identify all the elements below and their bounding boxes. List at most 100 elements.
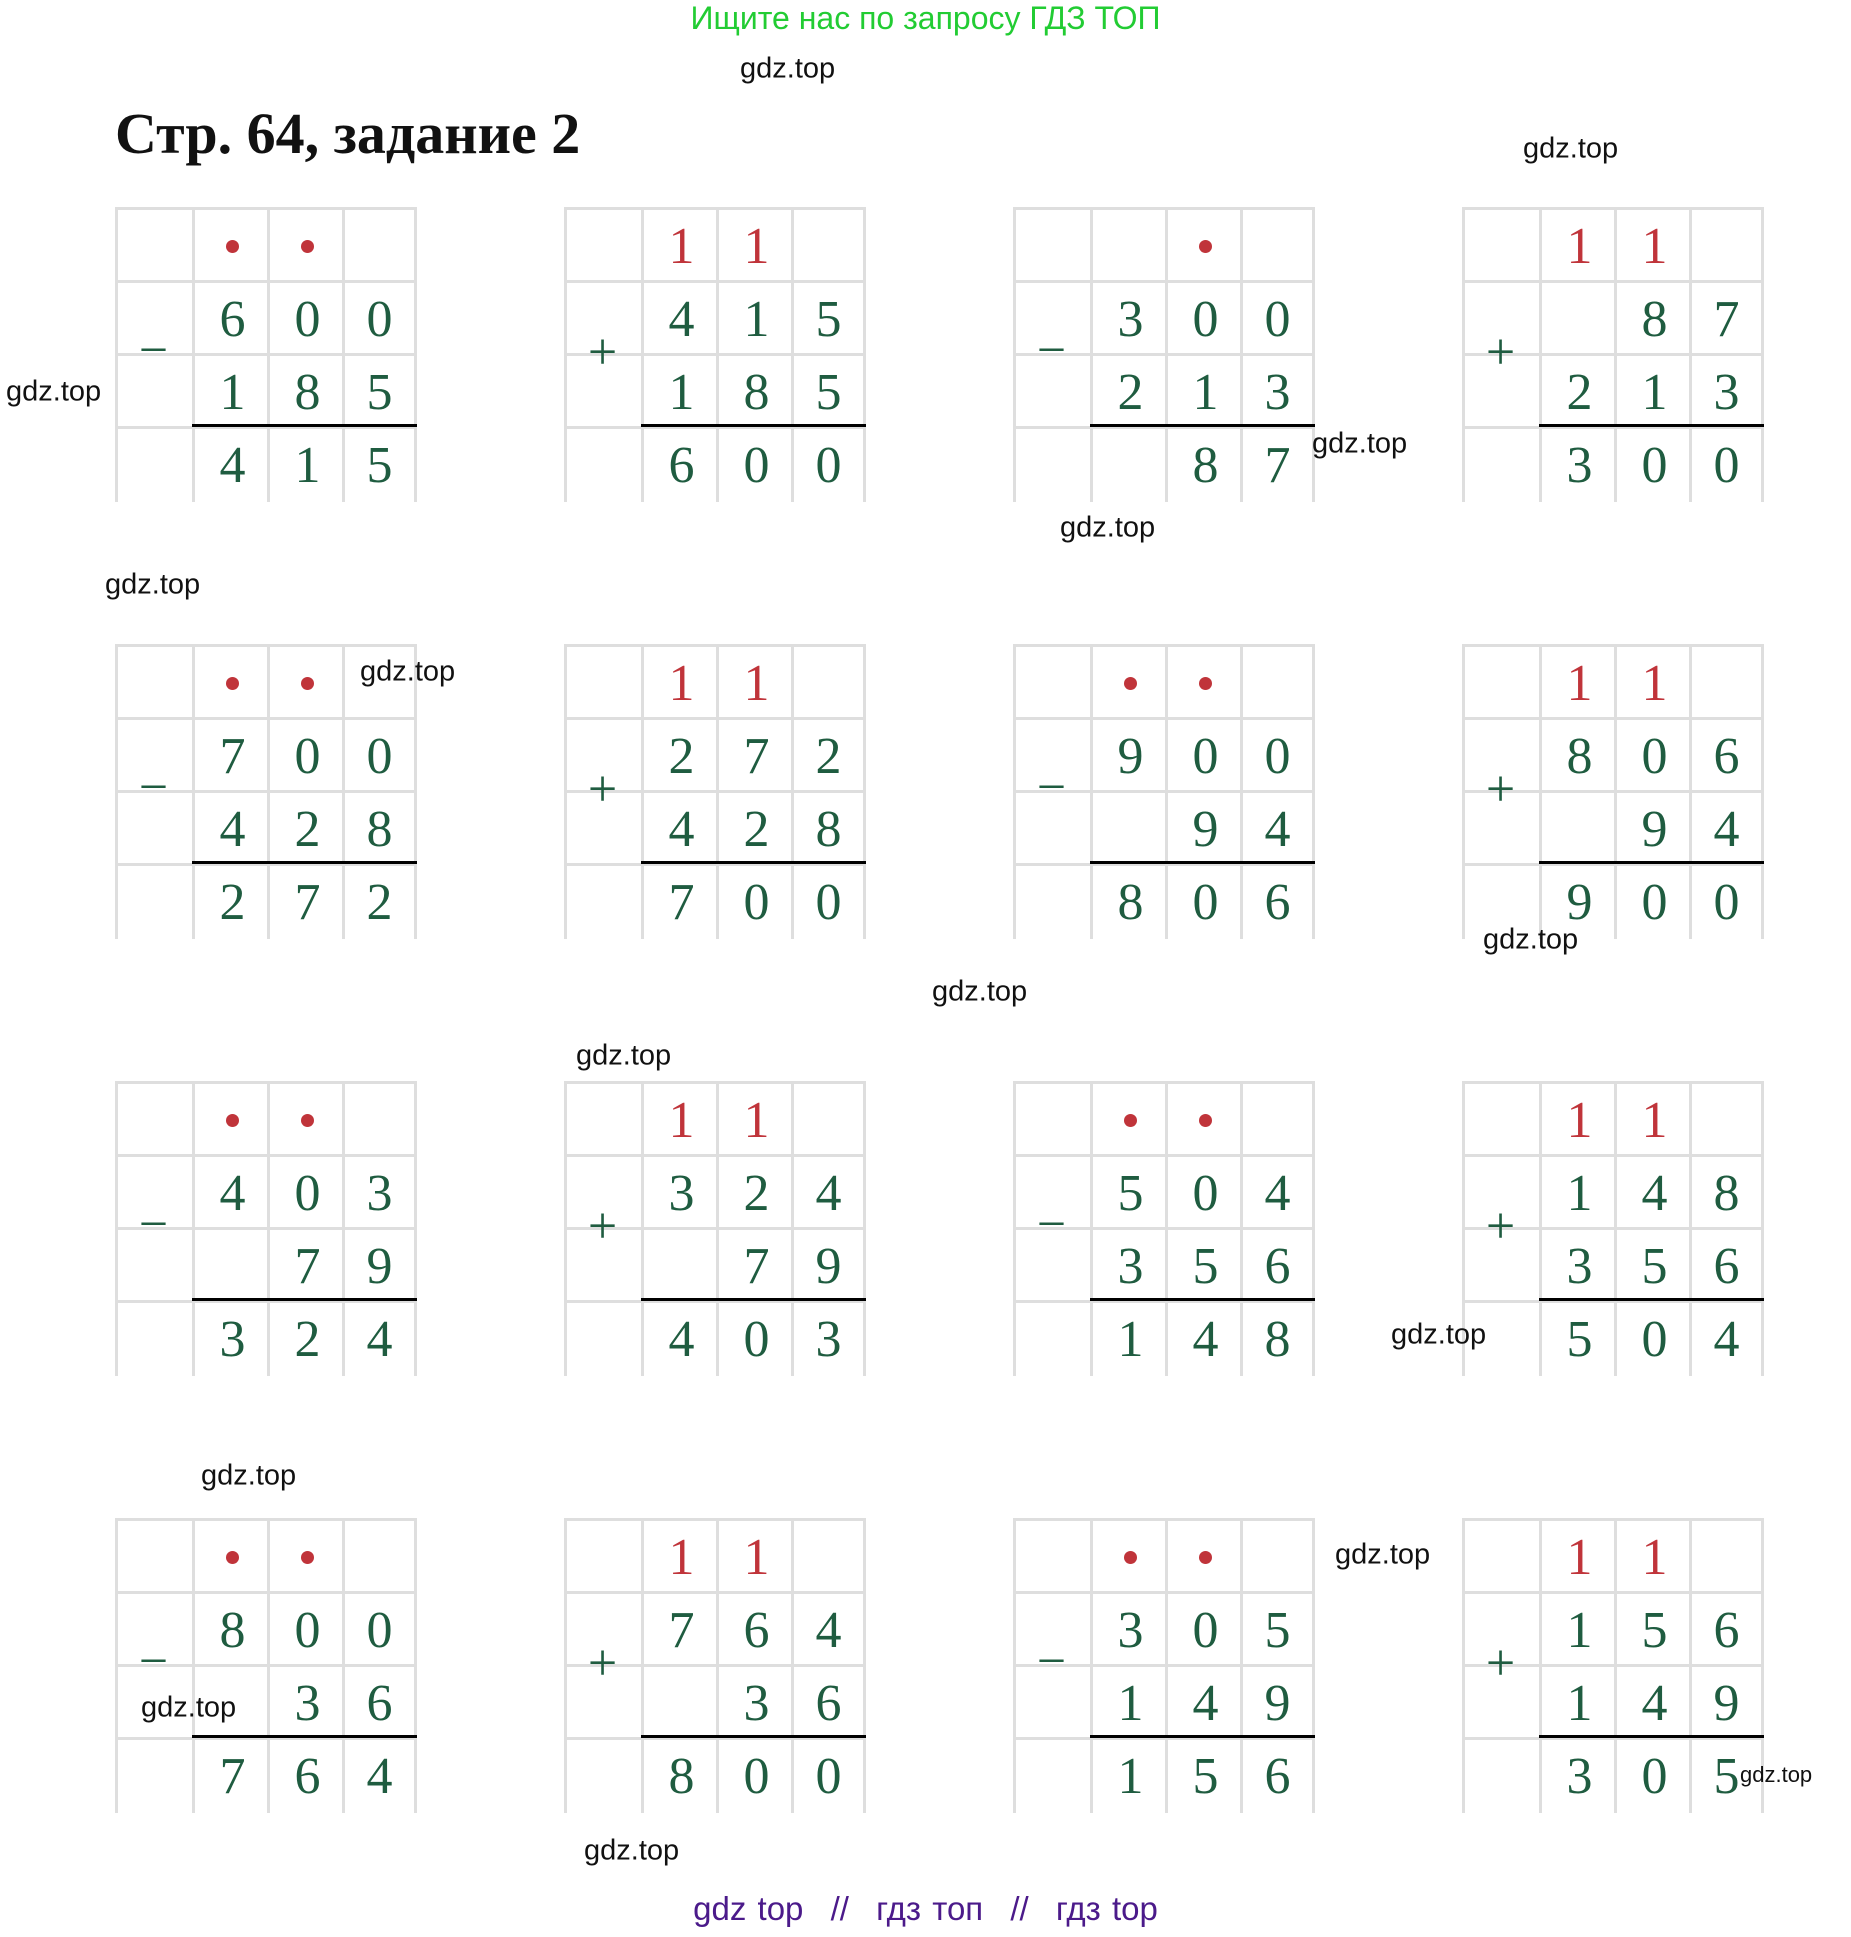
operand-digit: 4 [1264, 801, 1291, 858]
grid-cell: 2 [716, 790, 794, 866]
grid-cell [1013, 353, 1093, 429]
operand-digit: 0 [1192, 1165, 1219, 1222]
watermark-text: gdz.top [201, 1459, 297, 1492]
carry-digit: 1 [1566, 218, 1593, 275]
result-line [1090, 1298, 1315, 1301]
result-digit: 0 [1713, 874, 1740, 931]
operand-digit: 9 [1117, 728, 1144, 785]
grid-cell: 5 [1165, 1737, 1243, 1813]
result-digit: 2 [219, 874, 246, 931]
grid-cell: 3 [342, 1154, 417, 1230]
grid-cell [115, 790, 195, 866]
footer: gdz top // гдз топ // гдз top [0, 1890, 1851, 1928]
operand-digit: 1 [1117, 1675, 1144, 1732]
grid-cell: 8 [1614, 280, 1692, 356]
grid-cell: 0 [342, 1591, 417, 1667]
operand-digit: 0 [1264, 728, 1291, 785]
grid-cell: 2 [342, 863, 417, 939]
grid-cell: 7 [716, 1227, 794, 1303]
operand-digit: 7 [743, 728, 770, 785]
footer-link[interactable]: гдз top [1055, 1890, 1158, 1927]
operand-digit: 3 [743, 1675, 770, 1732]
grid-cell: 0 [1614, 1300, 1692, 1376]
grid-cell [1013, 790, 1093, 866]
result-digit: 6 [668, 437, 695, 494]
grid-cell: 4 [192, 426, 270, 502]
borrow-dot-mark [1199, 240, 1212, 253]
grid-cell [1013, 1737, 1093, 1813]
grid-cell: 0 [716, 863, 794, 939]
result-line [1539, 424, 1764, 427]
grid-cell: 5 [791, 280, 866, 356]
operand-digit: 8 [1566, 728, 1593, 785]
operand-digit: 1 [1566, 1165, 1593, 1222]
grid-cell: 6 [641, 426, 719, 502]
operand-digit: 3 [1264, 364, 1291, 421]
operand-digit: 0 [1264, 291, 1291, 348]
carry-digit: 1 [1641, 1529, 1668, 1586]
operand-digit: 8 [1713, 1165, 1740, 1222]
result-digit: 0 [743, 1748, 770, 1805]
grid-cell: 1 [267, 426, 345, 502]
result-digit: 4 [1192, 1311, 1219, 1368]
grid-cell [641, 1227, 719, 1303]
grid-cell: 4 [192, 790, 270, 866]
result-digit: 3 [1566, 437, 1593, 494]
grid-cell: 3 [641, 1154, 719, 1230]
grid-cell: 1 [641, 644, 719, 720]
operand-digit: 9 [1192, 801, 1219, 858]
result-digit: 4 [366, 1311, 393, 1368]
result-line [192, 1298, 417, 1301]
grid-cell [115, 644, 195, 720]
result-digit: 0 [1641, 1748, 1668, 1805]
grid-cell: 6 [267, 1737, 345, 1813]
grid-cell: 5 [342, 353, 417, 429]
grid-cell: 2 [641, 717, 719, 793]
borrow-dot-mark [226, 677, 239, 690]
grid-cell: 6 [791, 1664, 866, 1740]
grid-cell [192, 1664, 270, 1740]
grid-cell [1689, 207, 1764, 283]
result-digit: 6 [1264, 874, 1291, 931]
grid-cell: 5 [1090, 1154, 1168, 1230]
grid-cell: 0 [1689, 426, 1764, 502]
plus-sign: + [587, 1198, 618, 1255]
result-digit: 0 [815, 437, 842, 494]
grid-cell [564, 207, 644, 283]
operand-digit: 5 [1264, 1602, 1291, 1659]
grid-cell: 0 [1240, 717, 1315, 793]
grid-cell [1462, 280, 1542, 356]
grid-cell [1462, 1518, 1542, 1594]
footer-link[interactable]: gdz top [693, 1890, 804, 1927]
plus-sign: + [1485, 324, 1516, 381]
carry-digit: 1 [1566, 1092, 1593, 1149]
operand-digit: 5 [1641, 1602, 1668, 1659]
grid-cell [342, 207, 417, 283]
grid-cell [564, 1737, 644, 1813]
grid-cell [564, 1518, 644, 1594]
footer-link[interactable]: гдз топ [876, 1890, 984, 1927]
operand-digit: 6 [743, 1602, 770, 1659]
grid-cell [791, 1518, 866, 1594]
grid-cell: 2 [716, 1154, 794, 1230]
grid-cell [1013, 207, 1093, 283]
operand-digit: 7 [1713, 291, 1740, 348]
grid-cell [564, 717, 644, 793]
grid-cell: 0 [716, 426, 794, 502]
operand-digit: 8 [1641, 291, 1668, 348]
grid-cell [115, 1737, 195, 1813]
grid-cell [1462, 644, 1542, 720]
result-line [1539, 1298, 1764, 1301]
result-line [1539, 861, 1764, 864]
carry-digit: 1 [668, 1092, 695, 1149]
result-digit: 5 [1713, 1748, 1740, 1805]
grid-cell [791, 1081, 866, 1157]
grid-cell [564, 1227, 644, 1303]
grid-cell [1462, 353, 1542, 429]
grid-cell [1689, 1518, 1764, 1594]
grid-cell: 4 [192, 1154, 270, 1230]
grid-cell: 1 [1090, 1737, 1168, 1813]
grid-cell [641, 1664, 719, 1740]
subtraction-example: 6 0 0 1 8 5 4 1 5− [115, 207, 417, 502]
watermark-text: gdz.top [576, 1039, 672, 1072]
